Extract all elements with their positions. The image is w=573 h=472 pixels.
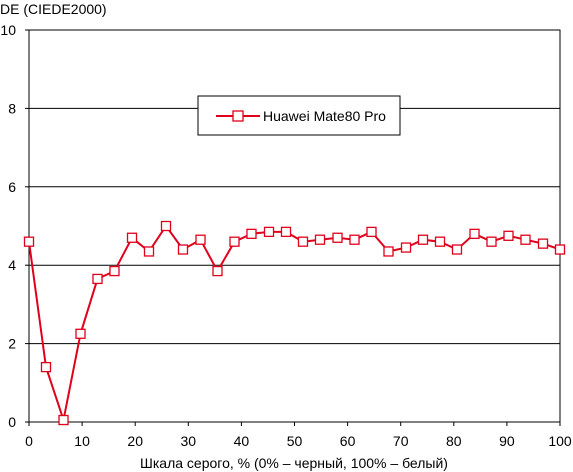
y-axis-title: DE (CIEDE2000): [0, 1, 107, 17]
data-point: [417, 234, 429, 245]
data-point: [143, 246, 155, 257]
data-point: [109, 265, 120, 277]
data-point: [246, 228, 257, 239]
y-tick-label: 2: [8, 336, 16, 352]
data-point: [349, 234, 360, 245]
data-point: [366, 226, 377, 238]
data-point: [520, 234, 531, 245]
x-tick-label: 30: [181, 433, 197, 449]
grid-lines: [29, 29, 560, 423]
data-point: [280, 226, 292, 238]
data-point: [75, 328, 86, 339]
y-axis-ticks: 0 2 4 6 8 10: [0, 22, 29, 430]
y-tick-label: 0: [8, 414, 16, 430]
x-axis-title: Шкала серого, % (0% – черный, 100% – бел…: [140, 455, 448, 471]
data-point: [486, 236, 497, 247]
plot-area-frame: [28, 29, 561, 423]
data-point: [297, 236, 309, 247]
x-tick-label: 90: [499, 433, 515, 449]
data-point: [263, 226, 275, 238]
data-point: [314, 234, 326, 245]
y-tick-label: 4: [8, 257, 16, 273]
data-point: [332, 232, 343, 243]
data-point: [160, 220, 172, 232]
data-point: [434, 236, 446, 247]
y-tick-label: 8: [8, 100, 16, 116]
data-point: [23, 236, 35, 247]
data-point: [554, 244, 566, 255]
legend-marker: [232, 110, 244, 122]
x-tick-label: 80: [446, 433, 462, 449]
x-tick-label: 10: [74, 433, 90, 449]
legend: Huawei Mate80 Pro: [197, 95, 401, 136]
y-tick-label: 10: [0, 22, 16, 38]
data-point: [503, 230, 514, 241]
data-point: [229, 236, 240, 247]
data-point: [537, 238, 549, 249]
y-tick-label: 6: [8, 179, 16, 195]
x-tick-label: 40: [234, 433, 250, 449]
data-point: [195, 234, 206, 245]
data-point: [400, 242, 412, 253]
data-point: [383, 246, 394, 257]
x-tick-label: 70: [393, 433, 409, 449]
data-point: [92, 273, 103, 285]
data-point: [212, 265, 223, 277]
data-point: [177, 244, 189, 255]
data-point: [469, 228, 480, 239]
data-point: [40, 361, 52, 373]
x-tick-label: 60: [340, 433, 356, 449]
series-layer: [23, 220, 566, 426]
series-line: [28, 224, 561, 424]
x-tick-label: 20: [127, 433, 143, 449]
x-tick-label: 100: [548, 433, 572, 449]
legend-label: Huawei Mate80 Pro: [263, 108, 386, 124]
x-tick-label: 50: [287, 433, 303, 449]
x-axis-ticks: 0 10 20 30 40 50 60 70 80 90 100: [25, 422, 572, 449]
data-point: [451, 244, 463, 255]
data-point: [126, 232, 138, 243]
x-tick-label: 0: [25, 433, 33, 449]
data-point: [58, 414, 69, 426]
